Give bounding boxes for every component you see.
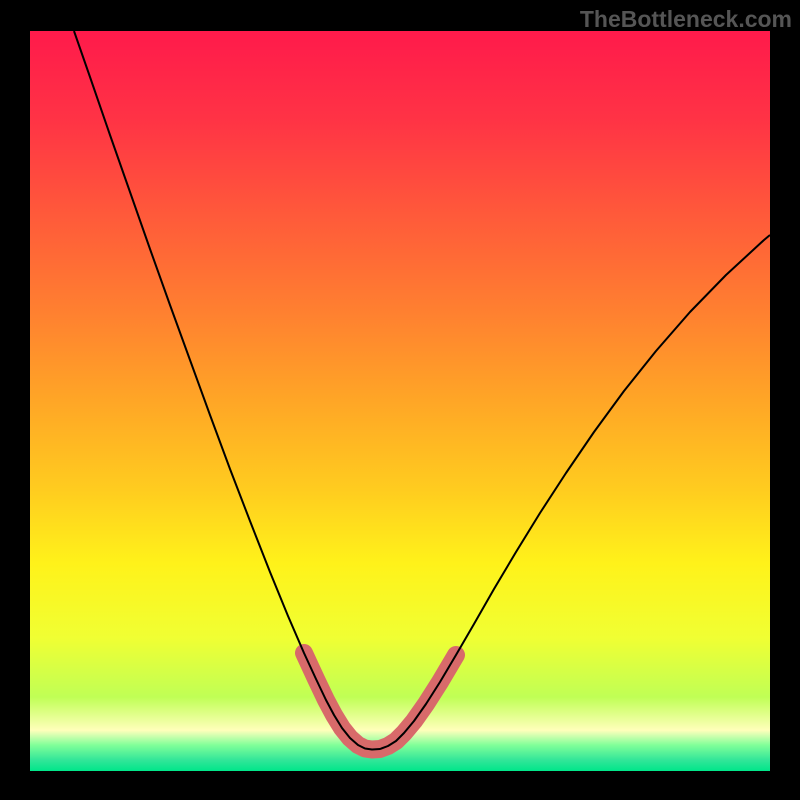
gradient-fill bbox=[30, 31, 770, 771]
watermark-text: TheBottleneck.com bbox=[580, 6, 792, 33]
chart-svg bbox=[0, 0, 800, 800]
